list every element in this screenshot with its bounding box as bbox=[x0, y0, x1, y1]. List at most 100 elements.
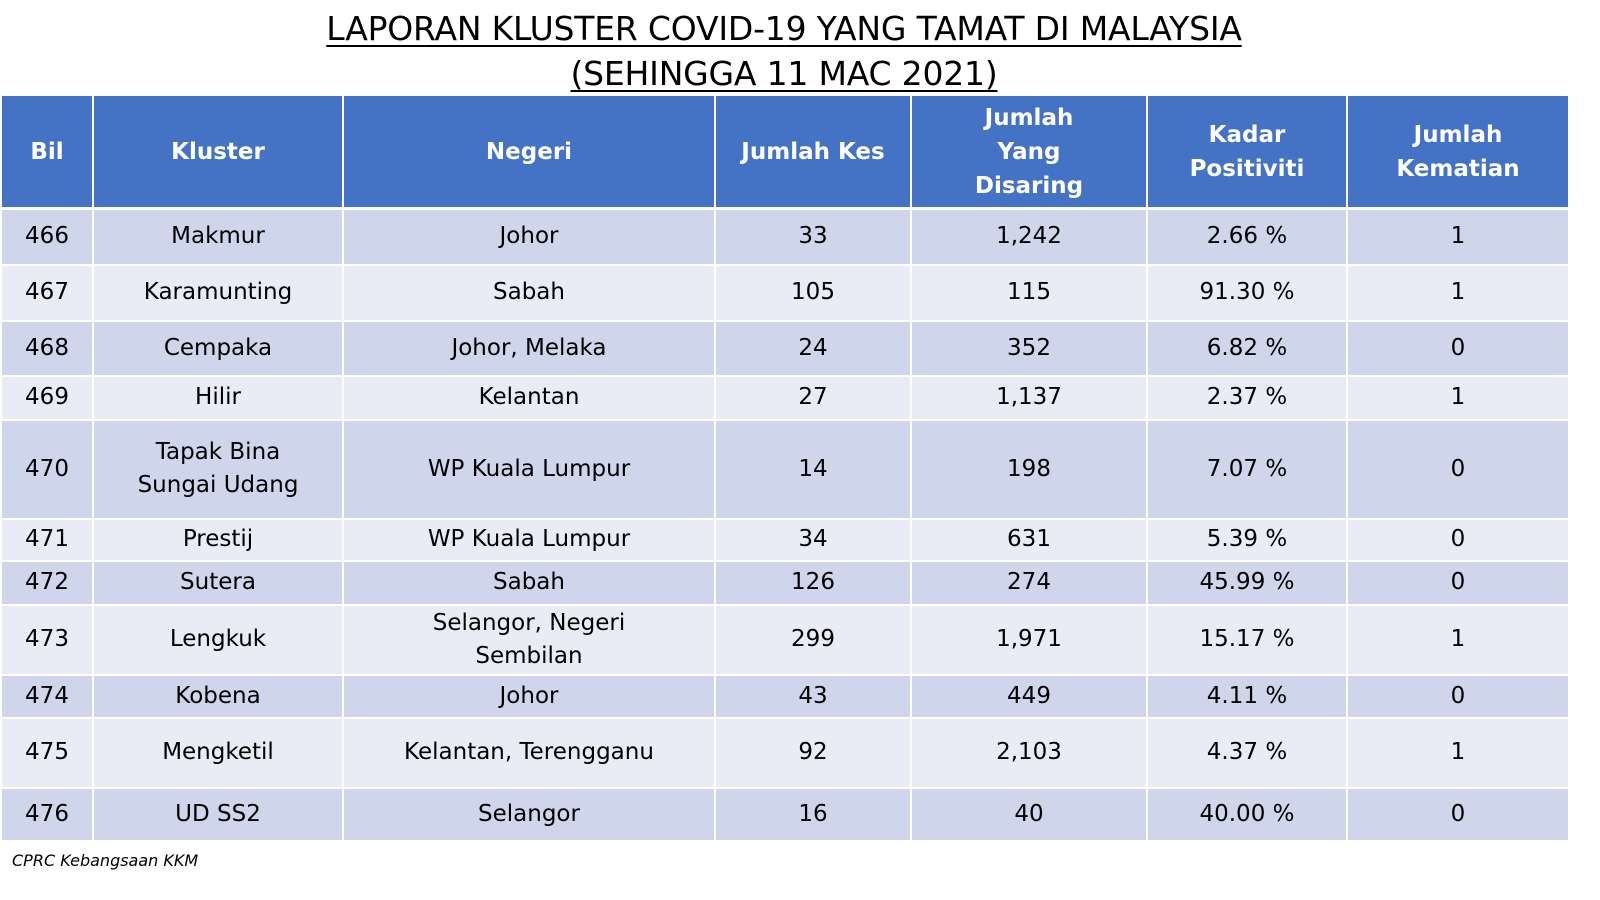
cell-jumlah-disaring: 631 bbox=[910, 518, 1148, 562]
cell-jumlah-kes: 33 bbox=[714, 208, 912, 266]
table-row: 467 Karamunting Sabah 105 115 91.30 % 1 bbox=[0, 264, 1570, 322]
cell-jumlah-disaring: 198 bbox=[910, 419, 1148, 520]
cell-bil: 476 bbox=[0, 787, 94, 842]
cell-negeri: WP Kuala Lumpur bbox=[342, 419, 716, 520]
header-jumlah-disaring: Jumlah Yang Disaring bbox=[910, 96, 1148, 210]
cell-jumlah-kematian: 0 bbox=[1346, 320, 1570, 377]
header-jumlah-kematian: Jumlah Kematian bbox=[1346, 96, 1570, 210]
cell-bil: 472 bbox=[0, 560, 94, 606]
table-row: 476 UD SS2 Selangor 16 40 40.00 % 0 bbox=[0, 787, 1570, 842]
cell-jumlah-disaring: 449 bbox=[910, 674, 1148, 719]
cell-bil: 470 bbox=[0, 419, 94, 520]
header-kadar-positiviti: Kadar Positiviti bbox=[1146, 96, 1348, 210]
cell-kadar-positiviti: 4.11 % bbox=[1146, 674, 1348, 719]
cell-jumlah-disaring: 40 bbox=[910, 787, 1148, 842]
cell-bil: 468 bbox=[0, 320, 94, 377]
table-row: 472 Sutera Sabah 126 274 45.99 % 0 bbox=[0, 560, 1570, 606]
header-jumlah-kes: Jumlah Kes bbox=[714, 96, 912, 210]
cell-jumlah-kes: 34 bbox=[714, 518, 912, 562]
cell-kluster: Mengketil bbox=[92, 717, 344, 789]
cell-kadar-positiviti: 4.37 % bbox=[1146, 717, 1348, 789]
cell-jumlah-kematian: 0 bbox=[1346, 518, 1570, 562]
cell-kadar-positiviti: 5.39 % bbox=[1146, 518, 1348, 562]
cell-kluster: Karamunting bbox=[92, 264, 344, 322]
cell-negeri: Sabah bbox=[342, 560, 716, 606]
cell-jumlah-disaring: 274 bbox=[910, 560, 1148, 606]
cell-negeri: Selangor bbox=[342, 787, 716, 842]
cell-jumlah-disaring: 1,971 bbox=[910, 604, 1148, 676]
cell-jumlah-kes: 27 bbox=[714, 375, 912, 421]
cell-bil: 467 bbox=[0, 264, 94, 322]
cell-bil: 474 bbox=[0, 674, 94, 719]
cell-jumlah-kematian: 1 bbox=[1346, 375, 1570, 421]
title-main: LAPORAN KLUSTER COVID-19 YANG TAMAT DI M… bbox=[326, 9, 1242, 48]
source-footnote: CPRC Kebangsaan KKM bbox=[12, 851, 199, 870]
cell-jumlah-kes: 92 bbox=[714, 717, 912, 789]
cell-jumlah-disaring: 115 bbox=[910, 264, 1148, 322]
cell-jumlah-kematian: 0 bbox=[1346, 674, 1570, 719]
cell-kluster: UD SS2 bbox=[92, 787, 344, 842]
header-negeri: Negeri bbox=[342, 96, 716, 210]
cell-kadar-positiviti: 2.66 % bbox=[1146, 208, 1348, 266]
cell-negeri: Johor bbox=[342, 208, 716, 266]
cell-jumlah-kes: 14 bbox=[714, 419, 912, 520]
title-date: (SEHINGGA 11 MAC 2021) bbox=[570, 54, 998, 93]
cell-kluster: Cempaka bbox=[92, 320, 344, 377]
cell-jumlah-kematian: 0 bbox=[1346, 787, 1570, 842]
cell-kadar-positiviti: 2.37 % bbox=[1146, 375, 1348, 421]
cell-jumlah-kes: 16 bbox=[714, 787, 912, 842]
cell-kluster: Makmur bbox=[92, 208, 344, 266]
cell-jumlah-kematian: 1 bbox=[1346, 264, 1570, 322]
table-row: 474 Kobena Johor 43 449 4.11 % 0 bbox=[0, 674, 1570, 719]
title-line-1: LAPORAN KLUSTER COVID-19 YANG TAMAT DI M… bbox=[0, 6, 1568, 51]
cell-kluster: Kobena bbox=[92, 674, 344, 719]
table-row: 475 Mengketil Kelantan, Terengganu 92 2,… bbox=[0, 717, 1570, 789]
cell-kluster: Sutera bbox=[92, 560, 344, 606]
cell-bil: 475 bbox=[0, 717, 94, 789]
cell-kluster: Prestij bbox=[92, 518, 344, 562]
cluster-table: Bil Kluster Negeri Jumlah Kes Jumlah Yan… bbox=[0, 96, 1570, 842]
cell-jumlah-kematian: 1 bbox=[1346, 717, 1570, 789]
cell-jumlah-kematian: 0 bbox=[1346, 419, 1570, 520]
cell-bil: 471 bbox=[0, 518, 94, 562]
cell-jumlah-disaring: 2,103 bbox=[910, 717, 1148, 789]
cell-jumlah-kes: 43 bbox=[714, 674, 912, 719]
table-row: 470 Tapak Bina Sungai Udang WP Kuala Lum… bbox=[0, 419, 1570, 520]
cell-jumlah-kematian: 1 bbox=[1346, 208, 1570, 266]
cell-kadar-positiviti: 40.00 % bbox=[1146, 787, 1348, 842]
table-row: 471 Prestij WP Kuala Lumpur 34 631 5.39 … bbox=[0, 518, 1570, 562]
header-bil: Bil bbox=[0, 96, 94, 210]
table-row: 473 Lengkuk Selangor, Negeri Sembilan 29… bbox=[0, 604, 1570, 676]
table-row: 469 Hilir Kelantan 27 1,137 2.37 % 1 bbox=[0, 375, 1570, 421]
table-header-row: Bil Kluster Negeri Jumlah Kes Jumlah Yan… bbox=[0, 96, 1570, 210]
cell-jumlah-kes: 299 bbox=[714, 604, 912, 676]
cell-jumlah-kes: 24 bbox=[714, 320, 912, 377]
cell-jumlah-kematian: 0 bbox=[1346, 560, 1570, 606]
cell-negeri: Selangor, Negeri Sembilan bbox=[342, 604, 716, 676]
cell-kadar-positiviti: 7.07 % bbox=[1146, 419, 1348, 520]
cell-jumlah-kematian: 1 bbox=[1346, 604, 1570, 676]
title-line-2: (SEHINGGA 11 MAC 2021) bbox=[0, 51, 1568, 96]
cell-kadar-positiviti: 45.99 % bbox=[1146, 560, 1348, 606]
cell-bil: 466 bbox=[0, 208, 94, 266]
cell-kluster: Hilir bbox=[92, 375, 344, 421]
cell-negeri: Kelantan, Terengganu bbox=[342, 717, 716, 789]
table-row: 468 Cempaka Johor, Melaka 24 352 6.82 % … bbox=[0, 320, 1570, 377]
cell-kadar-positiviti: 6.82 % bbox=[1146, 320, 1348, 377]
cell-kadar-positiviti: 91.30 % bbox=[1146, 264, 1348, 322]
table-row: 466 Makmur Johor 33 1,242 2.66 % 1 bbox=[0, 208, 1570, 266]
cell-negeri: Johor, Melaka bbox=[342, 320, 716, 377]
cell-jumlah-kes: 126 bbox=[714, 560, 912, 606]
cell-negeri: Sabah bbox=[342, 264, 716, 322]
cell-negeri: Johor bbox=[342, 674, 716, 719]
cell-negeri: WP Kuala Lumpur bbox=[342, 518, 716, 562]
cell-kluster: Tapak Bina Sungai Udang bbox=[92, 419, 344, 520]
cell-kadar-positiviti: 15.17 % bbox=[1146, 604, 1348, 676]
cell-bil: 469 bbox=[0, 375, 94, 421]
header-kluster: Kluster bbox=[92, 96, 344, 210]
cell-negeri: Kelantan bbox=[342, 375, 716, 421]
cell-jumlah-kes: 105 bbox=[714, 264, 912, 322]
cell-bil: 473 bbox=[0, 604, 94, 676]
report-title: LAPORAN KLUSTER COVID-19 YANG TAMAT DI M… bbox=[0, 6, 1568, 96]
cell-jumlah-disaring: 352 bbox=[910, 320, 1148, 377]
